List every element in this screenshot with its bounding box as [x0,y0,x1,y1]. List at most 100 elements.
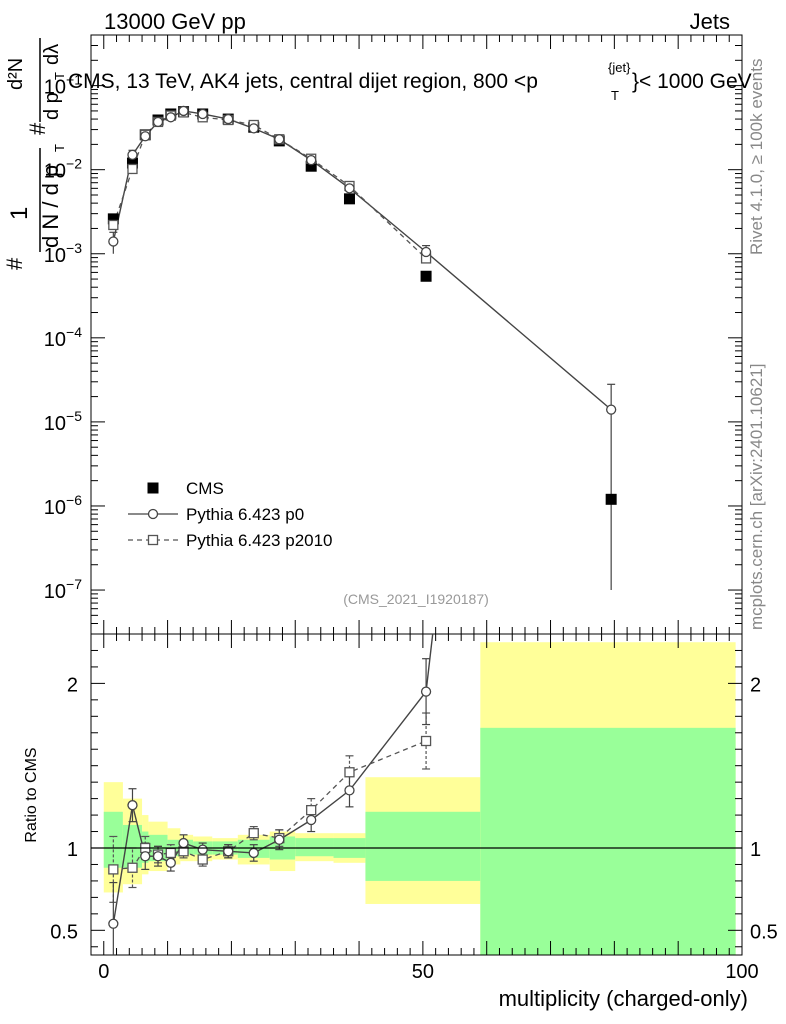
ratio-point-pythia-p0 [344,785,355,796]
band-green-12 [365,811,481,881]
point-pythia-p0 [606,404,617,415]
point-pythia-p2010 [127,163,138,175]
point-pythia-p0 [197,108,208,120]
point-pythia-p0 [223,113,234,125]
ratio-plot-frame [90,633,743,956]
mcplots-label: mcplots.cern.ch [arXiv:2401.10621] [747,364,766,630]
ytick-label-5: 10−6 [44,492,82,519]
ratio-point-pythia-p2010 [108,864,119,875]
legend-marker-p2010 [147,534,159,546]
point-cms [107,213,119,225]
point-pythia-p0 [165,112,176,123]
ratio-point-pythia-p0 [127,800,138,811]
point-cms [126,157,138,169]
point-cms [420,270,432,282]
point-pythia-p0 [344,183,355,194]
ratio-point-pythia-p0 [248,847,259,859]
ytick-label-6: 10−7 [44,576,82,603]
main-ylabel: # 1 d N / d p T # d²N d p T dλ [2,38,67,270]
axis-ticks [91,34,743,955]
ytick-label-2: 10−3 [44,240,82,267]
ratio-point-pythia-p2010 [197,854,208,865]
point-pythia-p0 [152,116,164,128]
plot-title-prefix: CMS, 13 TeV, AK4 jets, central dijet reg… [68,70,538,93]
xtick-label-2: 100 [725,961,758,983]
plot-title: CMS, 13 TeV, AK4 jets, central dijet reg… [68,60,752,103]
ylabel-dN-over: d N / d p [38,165,63,248]
ylabel-dlambda: dλ [41,44,63,65]
ytick-label-3: 10−4 [44,324,82,351]
ylabel-T2: T [52,72,67,80]
ratio-point-pythia-p2010 [344,767,355,778]
ratio-point-pythia-p0 [274,834,285,845]
header-right: Jets [690,9,730,34]
ratio-point-pythia-p0 [223,846,234,857]
ratio-point-pythia-p0 [108,918,119,929]
ratio-point-pythia-p0 [178,837,189,849]
analysis-id: (CMS_2021_I1920187) [343,591,489,607]
ratio-point-pythia-p2010 [127,862,138,873]
line-pythia-p0 [112,110,612,411]
ytick-label-4: 10−5 [44,408,82,435]
point-pythia-p0 [306,154,317,166]
point-cms [605,493,617,505]
ylabel-T: T [52,144,67,152]
ytick-label-0: 10−1 [44,72,82,99]
ratio-point-pythia-p2010 [248,828,259,839]
main-data-layer [107,105,617,591]
line-pythia-p2010 [112,111,427,259]
ratio-point-pythia-p0 [306,814,317,826]
ratio-tick-labels: 2 2 1 1 0.5 0.5 0 50 100 [50,674,778,983]
plot-title-sup: {jet} [608,60,631,75]
ratio-point-pythia-p2010 [420,735,432,747]
point-cms [343,193,355,205]
ratio-point-pythia-p0 [152,851,164,862]
legend: CMS Pythia 6.423 p0 Pythia 6.423 p2010 [128,479,333,550]
header-left: 13000 GeV pp [104,9,246,34]
point-pythia-p0 [420,246,432,258]
plot-title-sub: T [611,88,619,103]
point-cms [305,160,317,172]
legend-label-1: Pythia 6.423 p0 [186,505,304,524]
ratio-point-pythia-p0 [140,851,151,862]
ratio-data-layer [108,634,434,955]
ylabel-hash-2: # [25,122,50,135]
ratio-ytick-label-right-0: 2 [750,674,761,696]
ratio-ytick-label-left-0: 2 [67,674,78,696]
point-pythia-p0 [178,105,189,117]
band-green-13 [480,727,736,955]
point-pythia-p0 [140,131,151,142]
point-pythia-p0 [108,236,119,247]
ylabel-one: 1 [6,207,33,220]
ylabel-hash-1: # [2,257,27,270]
main-ytick-labels: 10−1 10−2 10−3 10−4 10−5 10−6 10−7 [44,72,82,603]
xtick-label-0: 0 [98,961,109,983]
ratio-ylabel: Ratio to CMS [23,747,40,842]
ylabel-d2N: d²N [5,58,27,90]
ratio-ytick-label-left-1: 1 [67,839,78,861]
legend-marker-p0 [147,508,159,520]
plot-title-suffix: }< 1000 GeV [632,70,752,93]
ratio-point-pythia-p2010 [165,847,176,859]
legend-marker-cms [147,482,159,494]
legend-label-2: Pythia 6.423 p2010 [186,531,333,550]
ratio-point-pythia-p0 [165,857,176,868]
ratio-point-pythia-p2010 [306,804,317,816]
ylabel-dpT: d p [41,92,63,120]
x-axis-label: multiplicity (charged-only) [499,986,748,1011]
legend-label-0: CMS [186,479,224,498]
xtick-label-1: 50 [412,961,434,983]
point-pythia-p0 [248,123,259,134]
point-pythia-p0 [127,149,138,161]
ratio-ytick-label-left-2: 0.5 [50,921,78,943]
ratio-point-pythia-p0 [197,844,208,855]
ratio-ytick-label-right-1: 1 [750,839,761,861]
ratio-ytick-label-right-2: 0.5 [750,921,778,943]
point-pythia-p2010 [108,219,119,231]
ratio-point-pythia-p0 [420,686,432,697]
ytick-label-1: 10−2 [44,156,82,183]
band-green-10 [295,838,334,857]
point-pythia-p0 [274,134,285,145]
rivet-label: Rivet 4.1.0, ≥ 100k events [747,59,766,255]
